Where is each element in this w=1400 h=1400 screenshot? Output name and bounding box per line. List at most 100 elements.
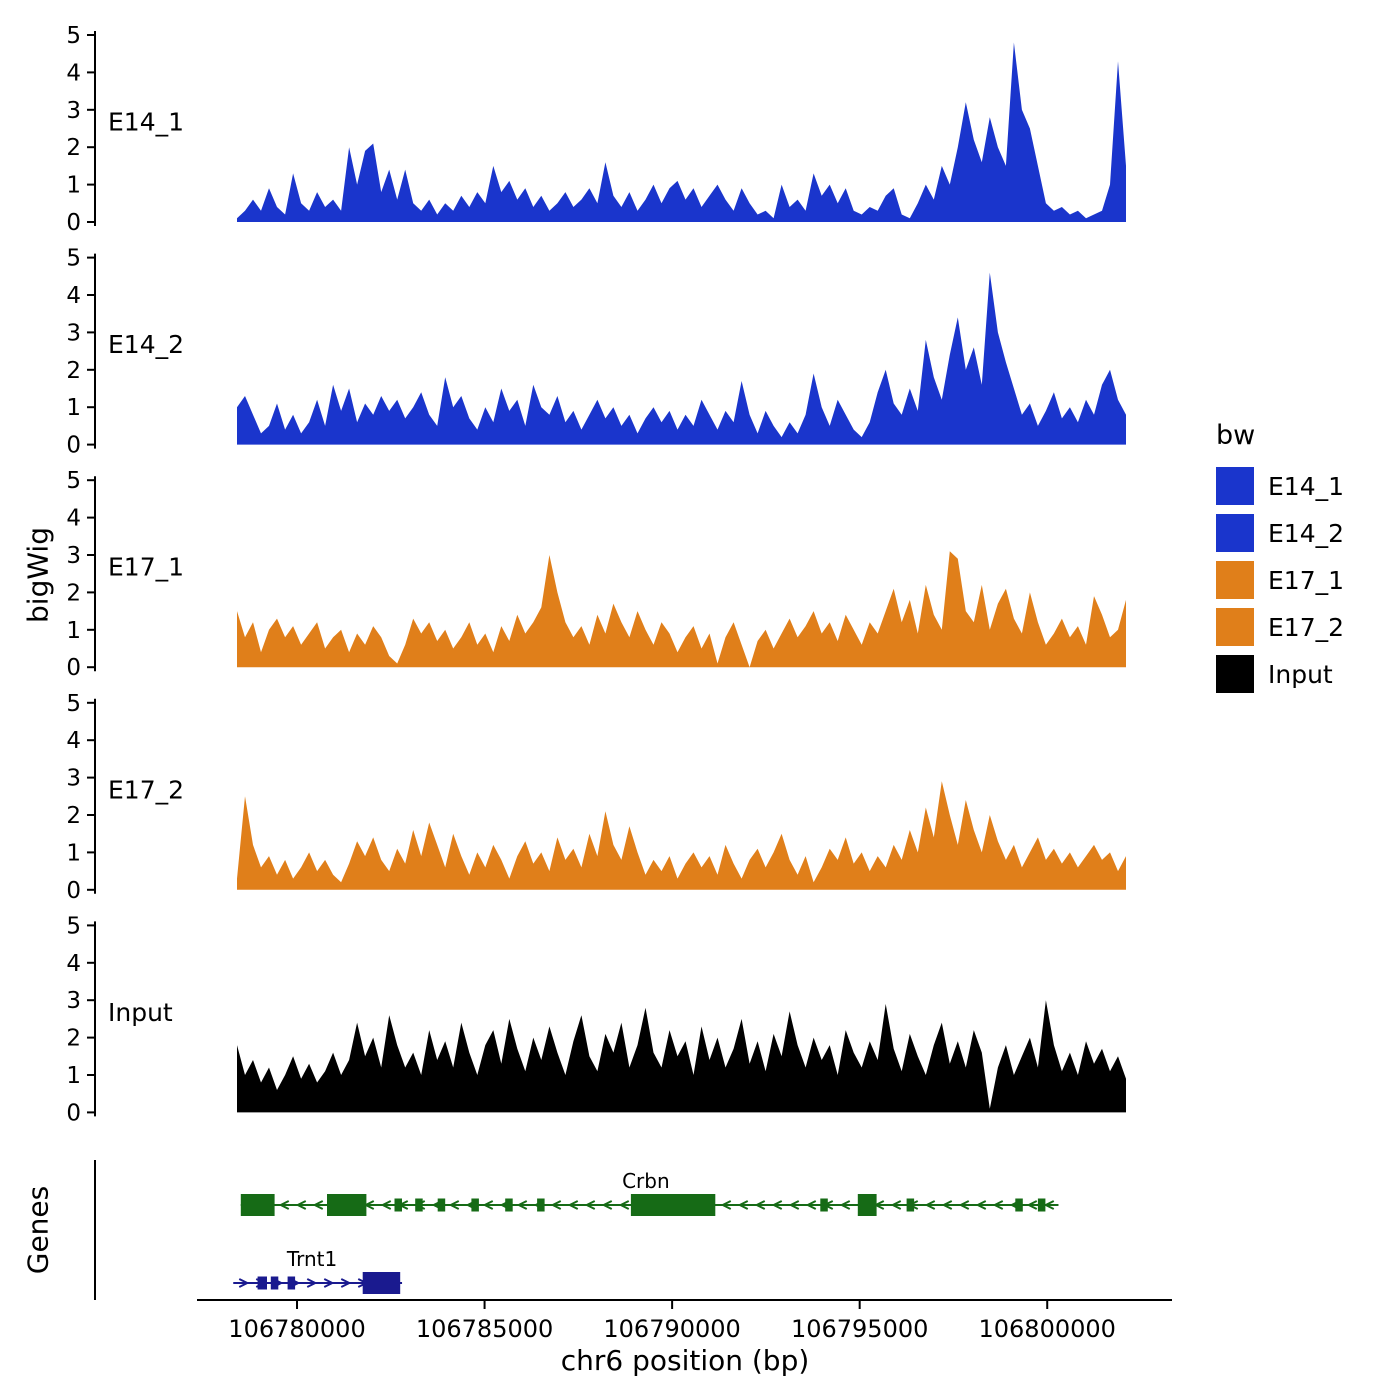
strand-arrow-icon <box>975 1200 987 1210</box>
exon <box>437 1198 446 1212</box>
y-tick-label: 0 <box>66 878 81 904</box>
strand-arrow-icon <box>516 1200 528 1210</box>
legend-swatch <box>1216 467 1254 505</box>
exon <box>1015 1198 1023 1212</box>
strand-arrow-icon <box>306 1278 318 1288</box>
exon <box>630 1194 716 1216</box>
y-tick-label: 1 <box>66 618 81 644</box>
strand-arrow-icon <box>890 1200 902 1210</box>
exon <box>362 1272 401 1294</box>
x-tick-label: 106780000 <box>228 1315 365 1343</box>
strand-arrow-icon <box>1043 1200 1055 1210</box>
strand-arrow-icon <box>771 1200 783 1210</box>
strand-arrow-icon <box>788 1200 800 1210</box>
y-tick-label: 1 <box>66 395 81 421</box>
y-tick-label: 1 <box>66 173 81 199</box>
gene-label-Trnt1: Trnt1 <box>286 1247 337 1271</box>
x-tick-label: 106800000 <box>979 1315 1116 1343</box>
exon <box>394 1198 402 1212</box>
legend-item-E17_2: E17_2 <box>1216 608 1344 646</box>
legend-item-E17_1: E17_1 <box>1216 561 1344 599</box>
x-tick-label: 106785000 <box>416 1315 553 1343</box>
exon <box>287 1276 296 1290</box>
strand-arrow-icon <box>754 1200 766 1210</box>
legend-title: bw <box>1216 420 1256 451</box>
exon <box>327 1194 367 1216</box>
track-E14_2: 0 1 2 3 4 5 E14_2 <box>66 246 1126 459</box>
y-tick-label: 5 <box>66 691 81 717</box>
y-tick-label: 4 <box>66 283 81 309</box>
strand-arrow-icon <box>992 1200 1004 1210</box>
y-tick-label: 4 <box>66 60 81 86</box>
coverage-area-E17_2 <box>237 781 1126 890</box>
track-label-Input: Input <box>108 998 173 1027</box>
strand-arrow-icon <box>601 1200 613 1210</box>
y-tick-label: 0 <box>66 433 81 459</box>
exon <box>537 1198 545 1212</box>
track-label-E14_1: E14_1 <box>108 108 184 137</box>
legend-item-E14_1: E14_1 <box>1216 467 1344 505</box>
legend-label: E17_2 <box>1268 612 1345 642</box>
y-tick-label: 5 <box>66 23 81 49</box>
coverage-area-E14_1 <box>237 42 1126 222</box>
legend-swatch <box>1216 655 1254 693</box>
exon <box>857 1194 877 1216</box>
strand-arrow-icon <box>924 1200 936 1210</box>
strand-arrow-icon <box>312 1200 324 1210</box>
y-tick-label: 5 <box>66 913 81 939</box>
track-label-E14_2: E14_2 <box>108 330 184 359</box>
y-tick-label: 3 <box>66 988 81 1014</box>
exon <box>505 1198 513 1212</box>
coverage-area-E14_2 <box>237 272 1126 445</box>
strand-arrow-icon <box>550 1200 562 1210</box>
exon <box>471 1198 479 1212</box>
coverage-area-E17_1 <box>237 551 1126 668</box>
strand-arrow-icon <box>567 1200 579 1210</box>
gene-Crbn: Crbn <box>240 1169 1059 1216</box>
strand-arrow-icon <box>720 1200 732 1210</box>
x-tick-label: 106790000 <box>603 1315 740 1343</box>
track-Input: 0 1 2 3 4 5 Input <box>66 913 1126 1126</box>
strand-arrow-icon <box>482 1200 494 1210</box>
y-tick-label: 0 <box>66 655 81 681</box>
strand-arrow-icon <box>1026 1200 1038 1210</box>
y-tick-label: 1 <box>66 840 81 866</box>
y-tick-label: 2 <box>66 803 81 829</box>
track-E17_2: 0 1 2 3 4 5 E17_2 <box>66 691 1126 904</box>
x-axis: 106780000 106785000 106790000 106795000 1068… <box>197 1299 1172 1343</box>
track-label-E17_1: E17_1 <box>108 553 184 582</box>
y-tick-label: 2 <box>66 358 81 384</box>
legend-label: Input <box>1268 659 1333 689</box>
exon <box>1037 1198 1046 1212</box>
strand-arrow-icon <box>839 1200 851 1210</box>
legend-items: E14_1 E14_2 E17_1 E17_2 Input <box>1216 467 1344 693</box>
exon <box>257 1276 267 1290</box>
strand-arrow-icon <box>380 1200 392 1210</box>
exon <box>415 1198 423 1212</box>
y-tick-label: 3 <box>66 543 81 569</box>
track-E14_1: 0 1 2 3 4 5 E14_1 <box>66 23 1126 236</box>
strand-arrow-icon <box>618 1200 630 1210</box>
x-axis-title: chr6 position (bp) <box>560 1344 810 1377</box>
strand-arrow-icon <box>584 1200 596 1210</box>
strand-arrow-icon <box>958 1200 970 1210</box>
exon <box>820 1198 828 1212</box>
exon <box>270 1276 279 1290</box>
y-tick-label: 5 <box>66 468 81 494</box>
legend-item-Input: Input <box>1216 655 1344 693</box>
strand-arrow-icon <box>737 1200 749 1210</box>
y-tick-label: 4 <box>66 951 81 977</box>
strand-arrow-icon <box>295 1200 307 1210</box>
exon <box>240 1194 275 1216</box>
track-E17_1: 0 1 2 3 4 5 E17_1 <box>66 468 1126 681</box>
y-tick-label: 0 <box>66 210 81 236</box>
genes-panel: Crbn Trnt1 <box>94 1160 1059 1300</box>
strand-arrow-icon <box>323 1278 335 1288</box>
legend-swatch <box>1216 561 1254 599</box>
gene-Trnt1: Trnt1 <box>233 1247 403 1294</box>
y-tick-label: 0 <box>66 1100 81 1126</box>
gene-label-Crbn: Crbn <box>622 1169 670 1193</box>
strand-arrow-icon <box>238 1278 250 1288</box>
